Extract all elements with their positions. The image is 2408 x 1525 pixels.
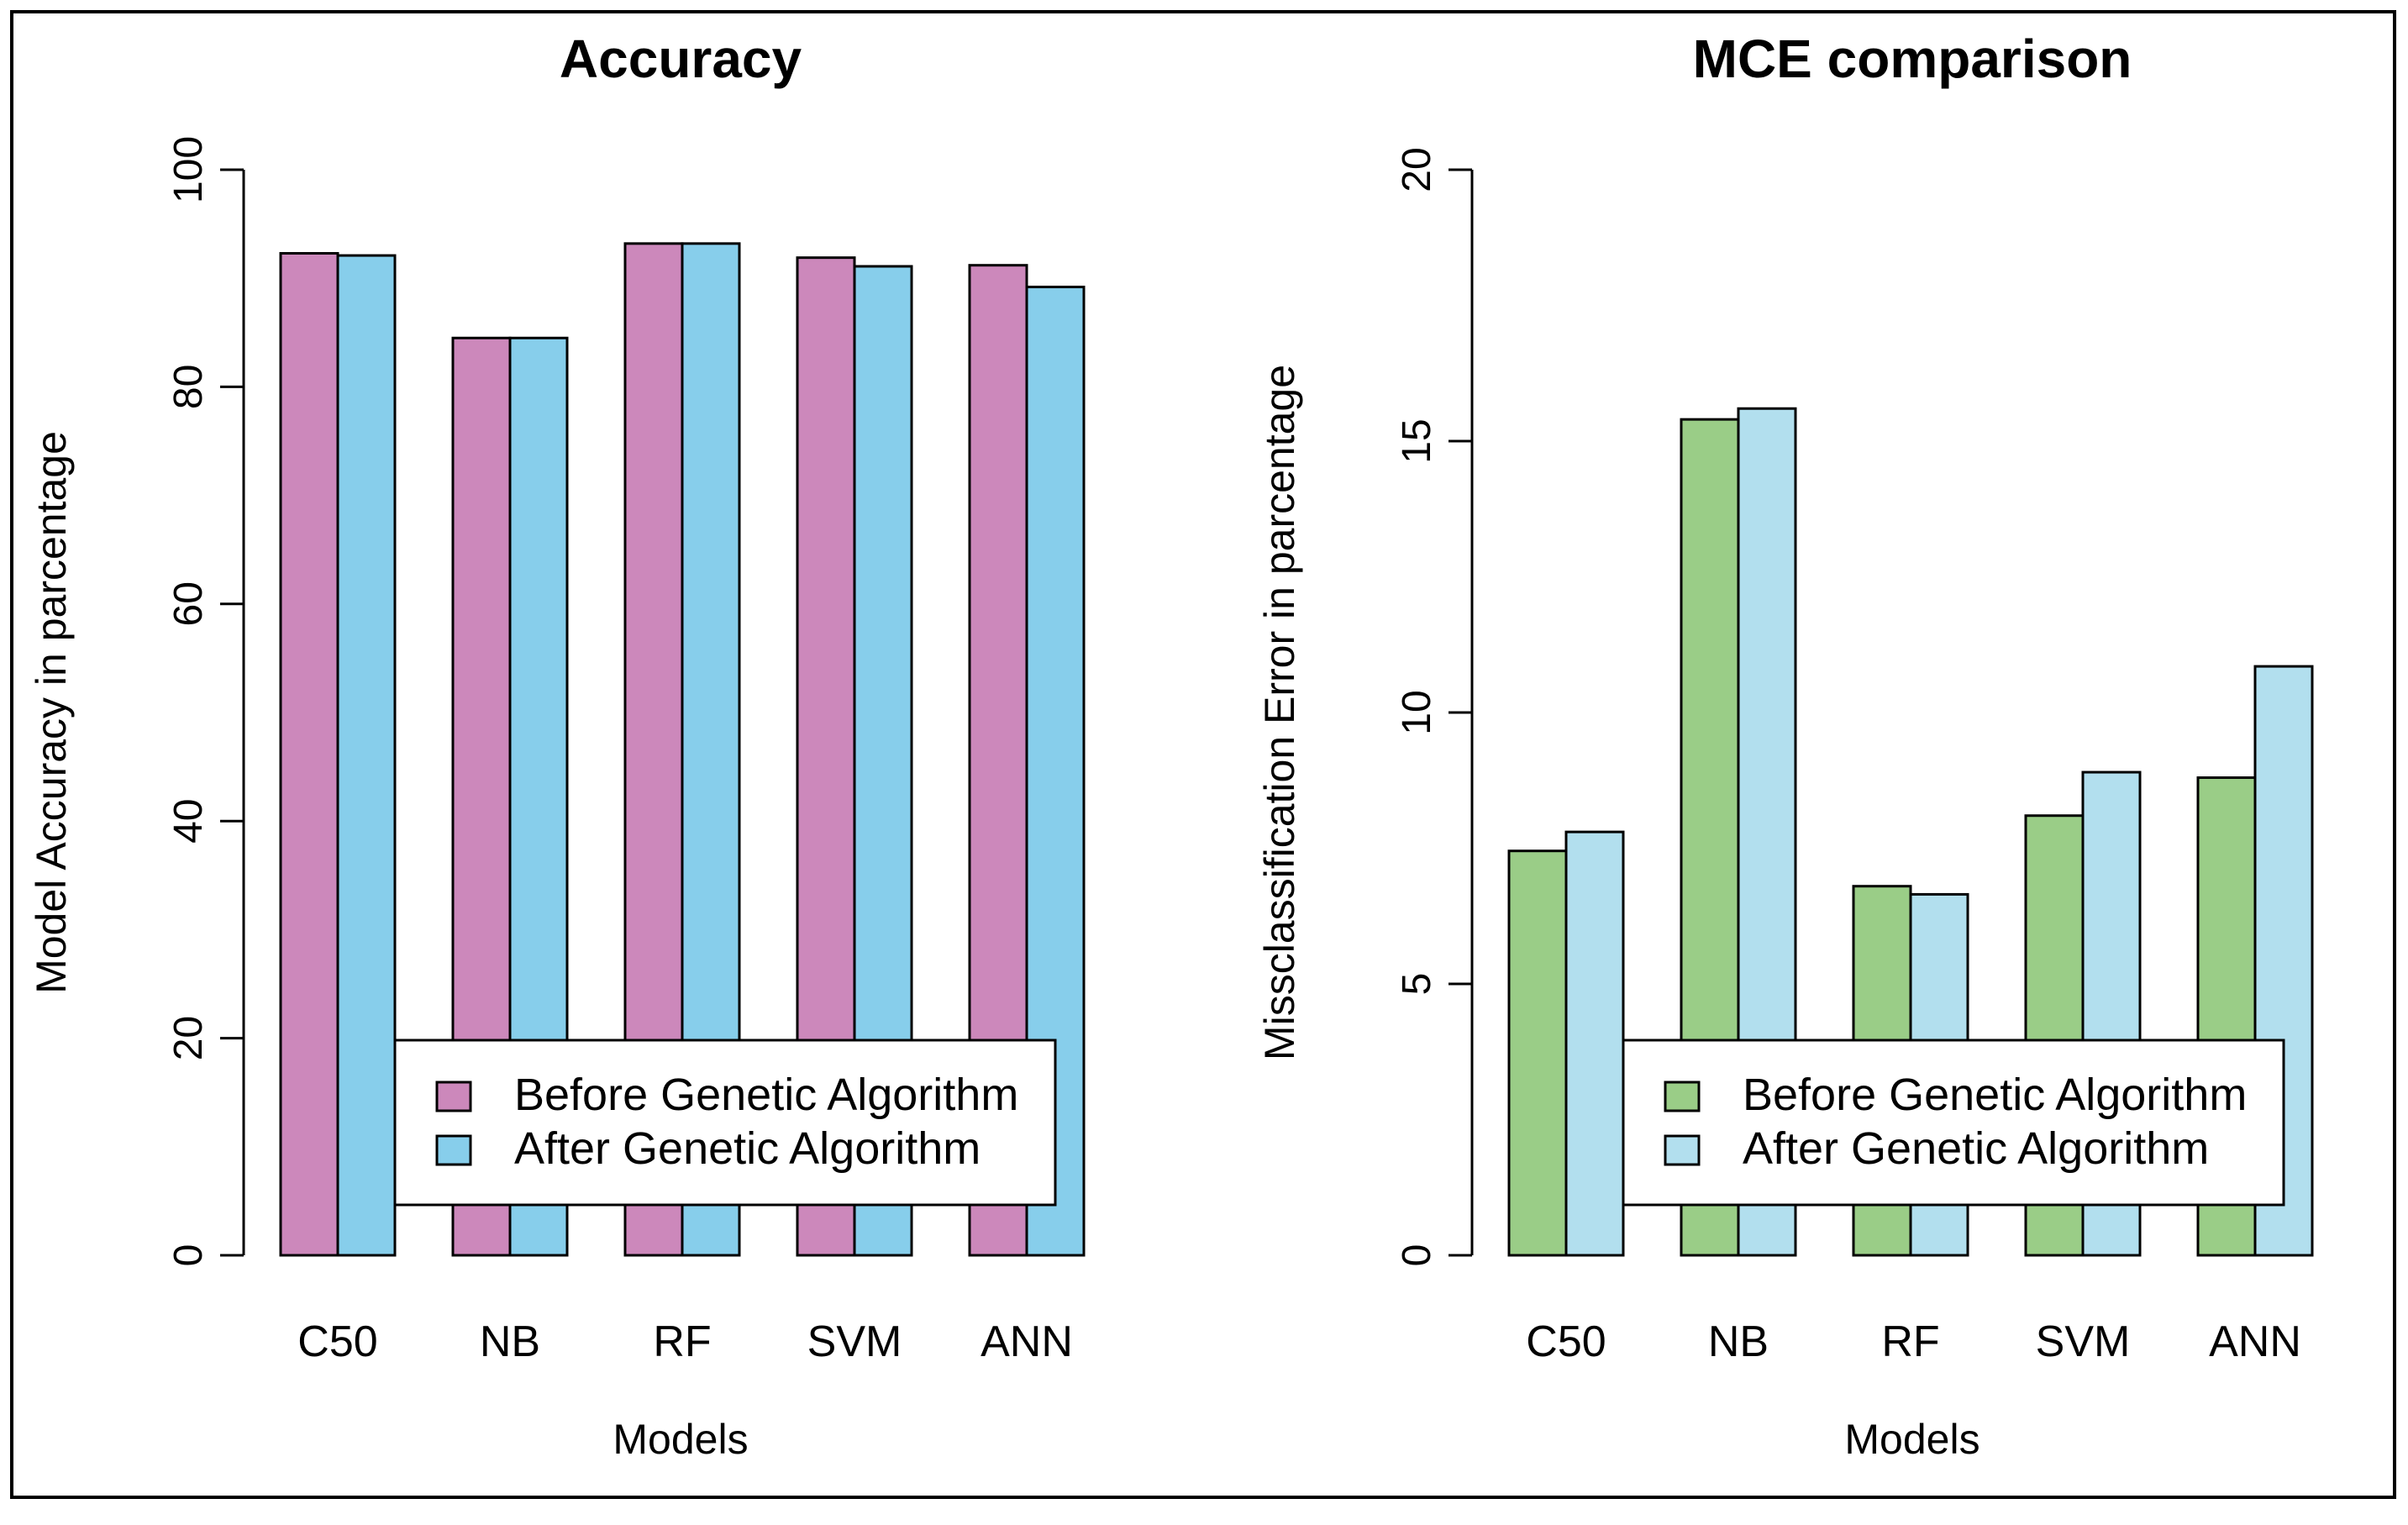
y-tick-label: 0 — [166, 1244, 211, 1267]
x-tick-label: C50 — [1526, 1317, 1606, 1366]
legend-swatch — [1664, 1081, 1701, 1112]
y-tick-label: 20 — [166, 1016, 211, 1060]
legend-label: After Genetic Algorithm — [1743, 1123, 2209, 1174]
y-tick-label: 10 — [1395, 690, 1439, 734]
legend-swatch — [435, 1081, 472, 1112]
legend-box — [1622, 1039, 2285, 1207]
legend-label: Before Genetic Algorithm — [514, 1070, 1018, 1120]
bar-c50-before — [279, 251, 339, 1257]
legend-label: Before Genetic Algorithm — [1743, 1070, 2247, 1120]
y-tick-label: 5 — [1395, 973, 1439, 996]
bar-c50-after — [336, 254, 397, 1257]
x-tick-label: NB — [1708, 1317, 1769, 1366]
x-tick-label: ANN — [981, 1317, 1073, 1366]
chart-title: Accuracy — [560, 29, 802, 89]
bar-c50-before — [1507, 849, 1568, 1257]
x-tick-label: NB — [480, 1317, 540, 1366]
legend-swatch — [1664, 1134, 1701, 1166]
x-tick-label: SVM — [2036, 1317, 2131, 1366]
x-axis-label: Models — [613, 1416, 748, 1463]
y-tick-label: 15 — [1395, 418, 1439, 463]
y-tick-label: 100 — [166, 136, 211, 203]
chart-2: MCE comparison 0 5 10 15 20 Missclassification… — [1256, 29, 2314, 1463]
x-tick-label: RF — [1881, 1317, 1939, 1366]
y-tick-label: 80 — [166, 365, 211, 409]
chart-title: MCE comparison — [1693, 29, 2132, 89]
x-tick-label: C50 — [297, 1317, 377, 1366]
y-axis-label: Model Accuracy in parcentage — [28, 431, 75, 994]
legend-box — [393, 1039, 1057, 1207]
y-tick-label: 0 — [1395, 1244, 1439, 1267]
x-tick-label: SVM — [807, 1317, 902, 1366]
x-tick-label: RF — [653, 1317, 711, 1366]
bar-c50-after — [1564, 830, 1625, 1257]
figure-border — [10, 10, 2396, 1499]
legend-swatch — [435, 1134, 472, 1166]
chart-1: Accuracy 0 20 40 60 80 100 Model Accuracy in pa… — [28, 29, 1086, 1463]
y-axis-label: Missclassification Error in parcentage — [1256, 365, 1303, 1060]
x-axis-label: Models — [1844, 1416, 1980, 1463]
y-tick-label: 40 — [166, 799, 211, 844]
y-tick-label: 60 — [166, 581, 211, 626]
y-tick-label: 20 — [1395, 147, 1439, 192]
legend-label: After Genetic Algorithm — [514, 1123, 981, 1174]
x-tick-label: ANN — [2209, 1317, 2301, 1366]
